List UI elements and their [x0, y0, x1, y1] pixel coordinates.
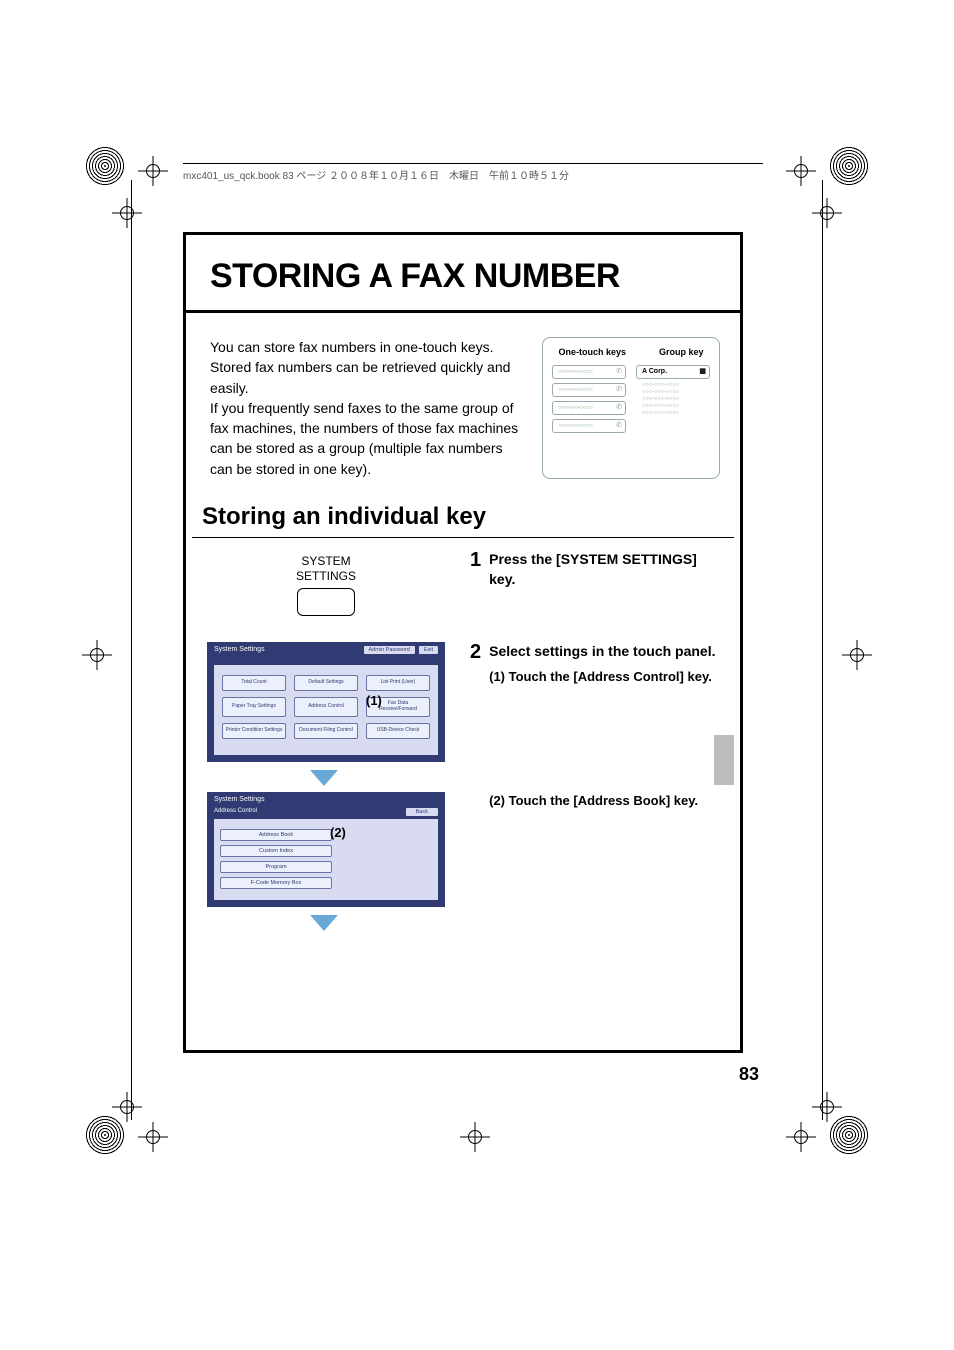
address-book-button[interactable]: Address Book: [220, 829, 332, 841]
one-touch-column: ○○○-○○○-○○○○✆ ○○○-○○○-○○○○✆ ○○○-○○○-○○○○…: [552, 365, 626, 433]
exit-button[interactable]: Exit: [419, 646, 438, 654]
phone-icon: ✆: [616, 367, 622, 377]
total-count-button[interactable]: Total Count: [222, 675, 286, 691]
diagram-right-header: Group key: [659, 346, 704, 359]
step-1-text: Press the [SYSTEM SETTINGS] key.: [489, 550, 722, 616]
group-numbers: ○○○-○○○-○○○○ ○○○-○○○-○○○○ ○○○-○○○-○○○○ ○…: [636, 382, 710, 416]
page-number: 83: [739, 1064, 759, 1085]
arrow-down-icon: [310, 770, 338, 786]
address-control-button[interactable]: Address Control: [294, 697, 358, 717]
crop-line: [131, 180, 132, 1120]
fcode-memory-button[interactable]: F-Code Memory Box: [220, 877, 332, 889]
custom-index-button[interactable]: Custom Index: [220, 845, 332, 857]
crop-mark-icon: [812, 1092, 842, 1122]
steps-area: SYSTEM SETTINGS 1 Press the [SYSTEM SETT…: [186, 538, 740, 931]
system-settings-key-graphic: SYSTEM SETTINGS: [296, 554, 356, 616]
step-2-text: Select settings in the touch panel.: [489, 642, 715, 662]
keys-diagram: One-touch keys Group key ○○○-○○○-○○○○✆ ○…: [542, 337, 720, 479]
intro-block: You can store fax numbers in one-touch k…: [186, 313, 740, 501]
group-key: A Corp.▦: [636, 365, 710, 379]
page-frame: STORING A FAX NUMBER You can store fax n…: [183, 232, 743, 1053]
step-2-sub1: (1) Touch the [Address Control] key.: [489, 668, 715, 686]
one-touch-key: ○○○-○○○-○○○○✆: [552, 383, 626, 397]
step-1-row: SYSTEM SETTINGS 1 Press the [SYSTEM SETT…: [196, 550, 722, 616]
crop-mark-icon: [112, 198, 142, 228]
reg-mark-icon: [829, 146, 869, 186]
touch-panel-2: System Settings Address Control Back Add…: [207, 792, 445, 907]
group-icon: ▦: [699, 367, 706, 377]
phone-icon: ✆: [616, 403, 622, 413]
phone-icon: ✆: [616, 385, 622, 395]
crop-mark-icon: [842, 640, 872, 670]
print-header: mxc401_us_qck.book 83 ページ ２００８年１０月１６日 木曜…: [183, 163, 763, 182]
list-print-button[interactable]: List Print (User): [366, 675, 430, 691]
crop-mark-icon: [138, 156, 168, 186]
admin-password-button[interactable]: Admin Password: [364, 646, 415, 654]
crop-mark-icon: [138, 1122, 168, 1152]
crop-mark-icon: [786, 156, 816, 186]
crop-line: [822, 180, 823, 1120]
one-touch-key: ○○○-○○○-○○○○✆: [552, 401, 626, 415]
hardware-key-icon: [297, 588, 355, 616]
crop-mark-icon: [460, 1122, 490, 1152]
step-2-row-b: System Settings Address Control Back Add…: [196, 792, 722, 907]
one-touch-key: ○○○-○○○-○○○○✆: [552, 365, 626, 379]
usb-device-button[interactable]: USB-Device Check: [366, 723, 430, 739]
back-button[interactable]: Back: [406, 808, 438, 816]
touch-panel-1: System Settings Admin Password Exit Tota…: [207, 642, 445, 762]
printer-condition-button[interactable]: Printer Condition Settings: [222, 723, 286, 739]
crop-mark-icon: [786, 1122, 816, 1152]
section-subtitle: Storing an individual key: [192, 501, 734, 538]
default-settings-button[interactable]: Default Settings: [294, 675, 358, 691]
crop-mark-icon: [112, 1092, 142, 1122]
diagram-left-header: One-touch keys: [558, 346, 626, 359]
step-2-row-a: System Settings Admin Password Exit Tota…: [196, 642, 722, 762]
phone-icon: ✆: [616, 421, 622, 431]
program-button[interactable]: Program: [220, 861, 332, 873]
page-title: STORING A FAX NUMBER: [186, 235, 740, 313]
callout-marker-1: (1): [366, 693, 382, 708]
key-label-top: SYSTEM: [296, 554, 356, 569]
step-2-sub2: (2) Touch the [Address Book] key.: [489, 792, 698, 810]
group-column: A Corp.▦ ○○○-○○○-○○○○ ○○○-○○○-○○○○ ○○○-○…: [636, 365, 710, 433]
one-touch-key: ○○○-○○○-○○○○✆: [552, 419, 626, 433]
step-number: 2: [470, 642, 481, 762]
crop-mark-icon: [82, 640, 112, 670]
arrow-down-icon: [310, 915, 338, 931]
intro-text: You can store fax numbers in one-touch k…: [210, 337, 522, 479]
reg-mark-icon: [85, 146, 125, 186]
document-filing-button[interactable]: Document Filing Control: [294, 723, 358, 739]
panel2-title: System Settings: [208, 793, 444, 806]
key-label-bottom: SETTINGS: [296, 569, 356, 584]
paper-tray-button[interactable]: Paper Tray Settings: [222, 697, 286, 717]
section-tab: [714, 735, 734, 785]
crop-mark-icon: [812, 198, 842, 228]
step-number: 1: [470, 550, 481, 616]
callout-marker-2: (2): [330, 825, 346, 840]
